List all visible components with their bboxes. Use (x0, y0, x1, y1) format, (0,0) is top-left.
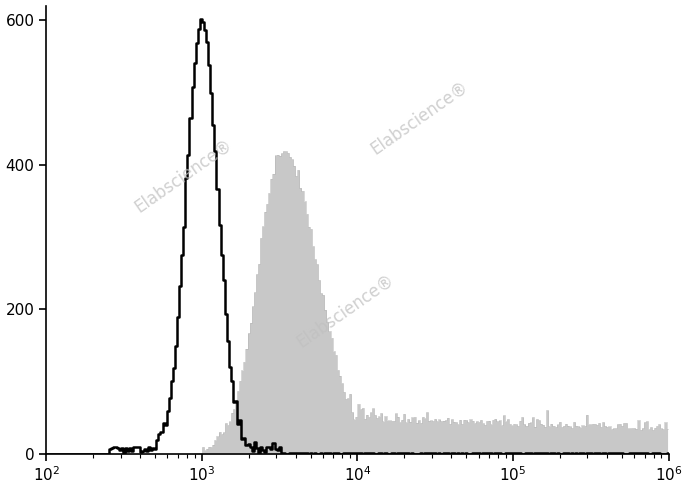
Text: Elabscience®: Elabscience® (131, 136, 235, 216)
Text: Elabscience®: Elabscience® (367, 77, 472, 158)
Text: Elabscience®: Elabscience® (293, 270, 397, 351)
